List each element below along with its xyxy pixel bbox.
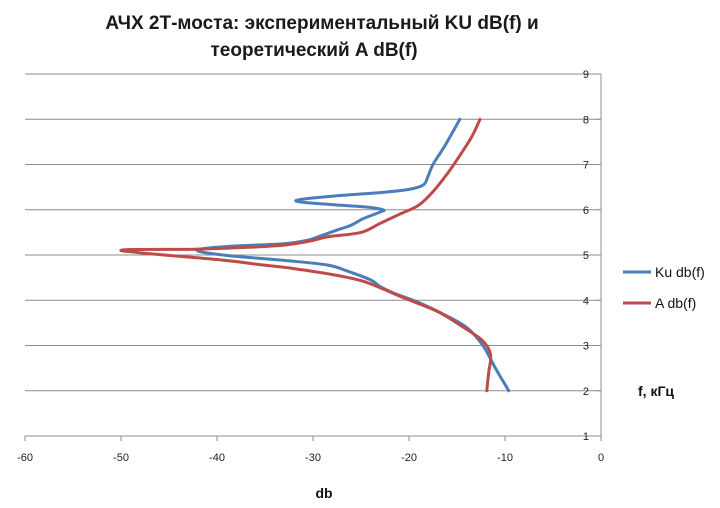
tick-labels: 1 2 3 4 5 6 7 8 9 -60 -50 -40 -30 -20 -10 0 [17, 69, 604, 464]
x-tick-label-3: -30 [305, 452, 321, 464]
axes [24, 73, 602, 441]
legend-label-1: A db(f) [655, 295, 696, 311]
series-lines [119, 117, 511, 393]
x-tick-label-6: 0 [598, 452, 604, 464]
y-tick-label-6: 7 [583, 160, 589, 172]
x-tick-label-5: -10 [497, 452, 513, 464]
legend: Ku db(f) A db(f) [623, 264, 705, 311]
y-tick-label-5: 6 [583, 205, 589, 217]
chart-title-line-2: теоретический A dB(f) [210, 40, 417, 61]
y-tick-label-0: 1 [583, 431, 589, 443]
x-tick-label-4: -20 [401, 452, 417, 464]
x-tick-label-2: -40 [209, 452, 225, 464]
x-tick-label-1: -50 [113, 452, 129, 464]
legend-label-0: Ku db(f) [655, 264, 705, 280]
x-axis-label: db [315, 485, 332, 501]
y-tick-label-8: 9 [583, 69, 589, 81]
y-tick-label-3: 4 [583, 295, 589, 307]
y-tick-label-4: 5 [583, 250, 589, 262]
y-tick-label-7: 8 [583, 114, 589, 126]
chart-title-line-1: АЧХ 2Т-моста: экспериментальный KU dB(f)… [105, 13, 538, 34]
y-tick-label-1: 2 [583, 386, 589, 398]
grid [25, 73, 601, 437]
x-tick-label-0: -60 [17, 452, 33, 464]
y-tick-label-2: 3 [583, 341, 589, 353]
y-axis-label: f, кГц [638, 383, 674, 399]
series-line-1 [119, 117, 493, 393]
